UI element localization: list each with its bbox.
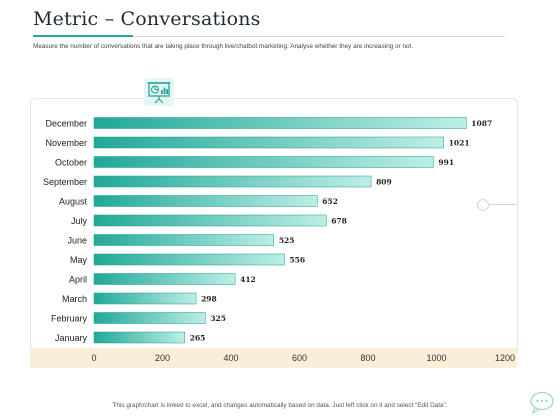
value-label: 412 bbox=[240, 275, 256, 284]
category-label: February bbox=[51, 313, 88, 323]
title-divider bbox=[133, 36, 505, 37]
bar-june bbox=[93, 234, 275, 246]
category-label: September bbox=[43, 177, 87, 187]
value-label: 809 bbox=[376, 178, 392, 187]
x-tick-label: 200 bbox=[155, 353, 170, 363]
x-tick-label: 1000 bbox=[426, 353, 446, 363]
bar-november bbox=[93, 136, 444, 149]
x-tick-label: 600 bbox=[292, 353, 307, 363]
category-label: May bbox=[70, 255, 88, 265]
value-label: 1021 bbox=[449, 139, 470, 148]
value-label: 556 bbox=[289, 256, 305, 265]
bar-august bbox=[93, 195, 318, 207]
chat-bubble-icon bbox=[528, 390, 556, 415]
bar-october bbox=[93, 156, 434, 168]
x-tick-label: 0 bbox=[91, 353, 96, 363]
category-label: December bbox=[45, 118, 87, 128]
category-label: April bbox=[69, 274, 87, 284]
page-title: Metric – Conversations bbox=[33, 8, 261, 30]
bar-march bbox=[93, 292, 197, 305]
bar-december bbox=[93, 117, 467, 129]
category-label: August bbox=[59, 196, 88, 206]
circle-connector-icon bbox=[477, 199, 489, 211]
value-label: 265 bbox=[190, 334, 206, 343]
x-tick-label: 1200 bbox=[495, 353, 515, 363]
connector-line bbox=[489, 204, 516, 205]
value-label: 525 bbox=[279, 236, 295, 245]
footer-note: This graph/chart is linked to excel, and… bbox=[112, 402, 448, 409]
category-label: July bbox=[71, 216, 88, 226]
x-tick-label: 800 bbox=[360, 353, 375, 363]
value-label: 325 bbox=[210, 314, 226, 323]
category-label: June bbox=[67, 235, 87, 245]
bar-september bbox=[93, 175, 372, 188]
page-subtitle: Measure the number of conversations that… bbox=[33, 43, 414, 50]
presentation-chart-icon bbox=[144, 78, 174, 106]
value-label: 678 bbox=[331, 217, 347, 226]
category-label: October bbox=[55, 157, 87, 167]
bar-january bbox=[93, 331, 186, 344]
value-label: 298 bbox=[201, 295, 217, 304]
bar-may bbox=[93, 253, 285, 266]
value-label: 652 bbox=[322, 197, 338, 206]
x-tick-label: 400 bbox=[223, 353, 238, 363]
title-accent-rule bbox=[33, 35, 133, 37]
category-label: November bbox=[45, 138, 87, 148]
category-label: January bbox=[55, 333, 88, 343]
bar-february bbox=[93, 312, 206, 324]
value-label: 991 bbox=[438, 158, 454, 167]
bar-july bbox=[93, 214, 327, 227]
category-label: March bbox=[62, 294, 87, 304]
value-label: 1087 bbox=[471, 119, 492, 128]
bar-april bbox=[93, 273, 236, 285]
x-axis-band bbox=[30, 348, 517, 368]
